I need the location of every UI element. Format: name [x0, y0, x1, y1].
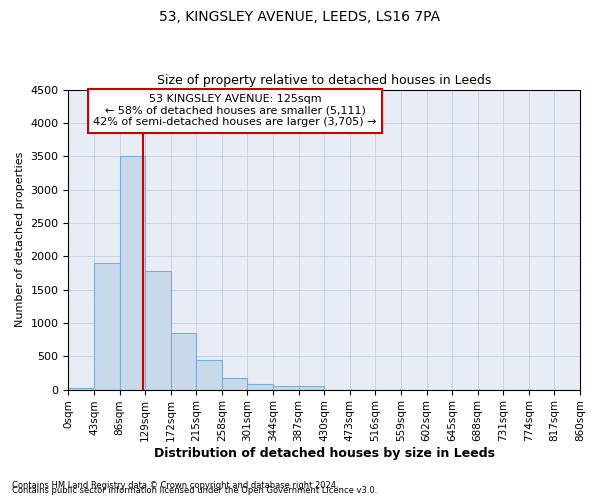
Y-axis label: Number of detached properties: Number of detached properties: [15, 152, 25, 328]
Bar: [94, 263, 119, 390]
Bar: [171, 333, 196, 390]
Bar: [119, 156, 145, 390]
Title: Size of property relative to detached houses in Leeds: Size of property relative to detached ho…: [157, 74, 491, 87]
Bar: [196, 360, 222, 390]
Text: 53 KINGSLEY AVENUE: 125sqm
← 58% of detached houses are smaller (5,111)
42% of s: 53 KINGSLEY AVENUE: 125sqm ← 58% of deta…: [93, 94, 377, 128]
Text: 53, KINGSLEY AVENUE, LEEDS, LS16 7PA: 53, KINGSLEY AVENUE, LEEDS, LS16 7PA: [160, 10, 440, 24]
Bar: [247, 384, 273, 390]
Bar: [222, 378, 247, 390]
Text: Contains public sector information licensed under the Open Government Licence v3: Contains public sector information licen…: [12, 486, 377, 495]
Bar: [145, 271, 171, 390]
Bar: [273, 386, 299, 390]
Text: Contains HM Land Registry data © Crown copyright and database right 2024.: Contains HM Land Registry data © Crown c…: [12, 481, 338, 490]
Bar: [299, 386, 324, 390]
X-axis label: Distribution of detached houses by size in Leeds: Distribution of detached houses by size …: [154, 447, 495, 460]
Bar: [68, 388, 94, 390]
